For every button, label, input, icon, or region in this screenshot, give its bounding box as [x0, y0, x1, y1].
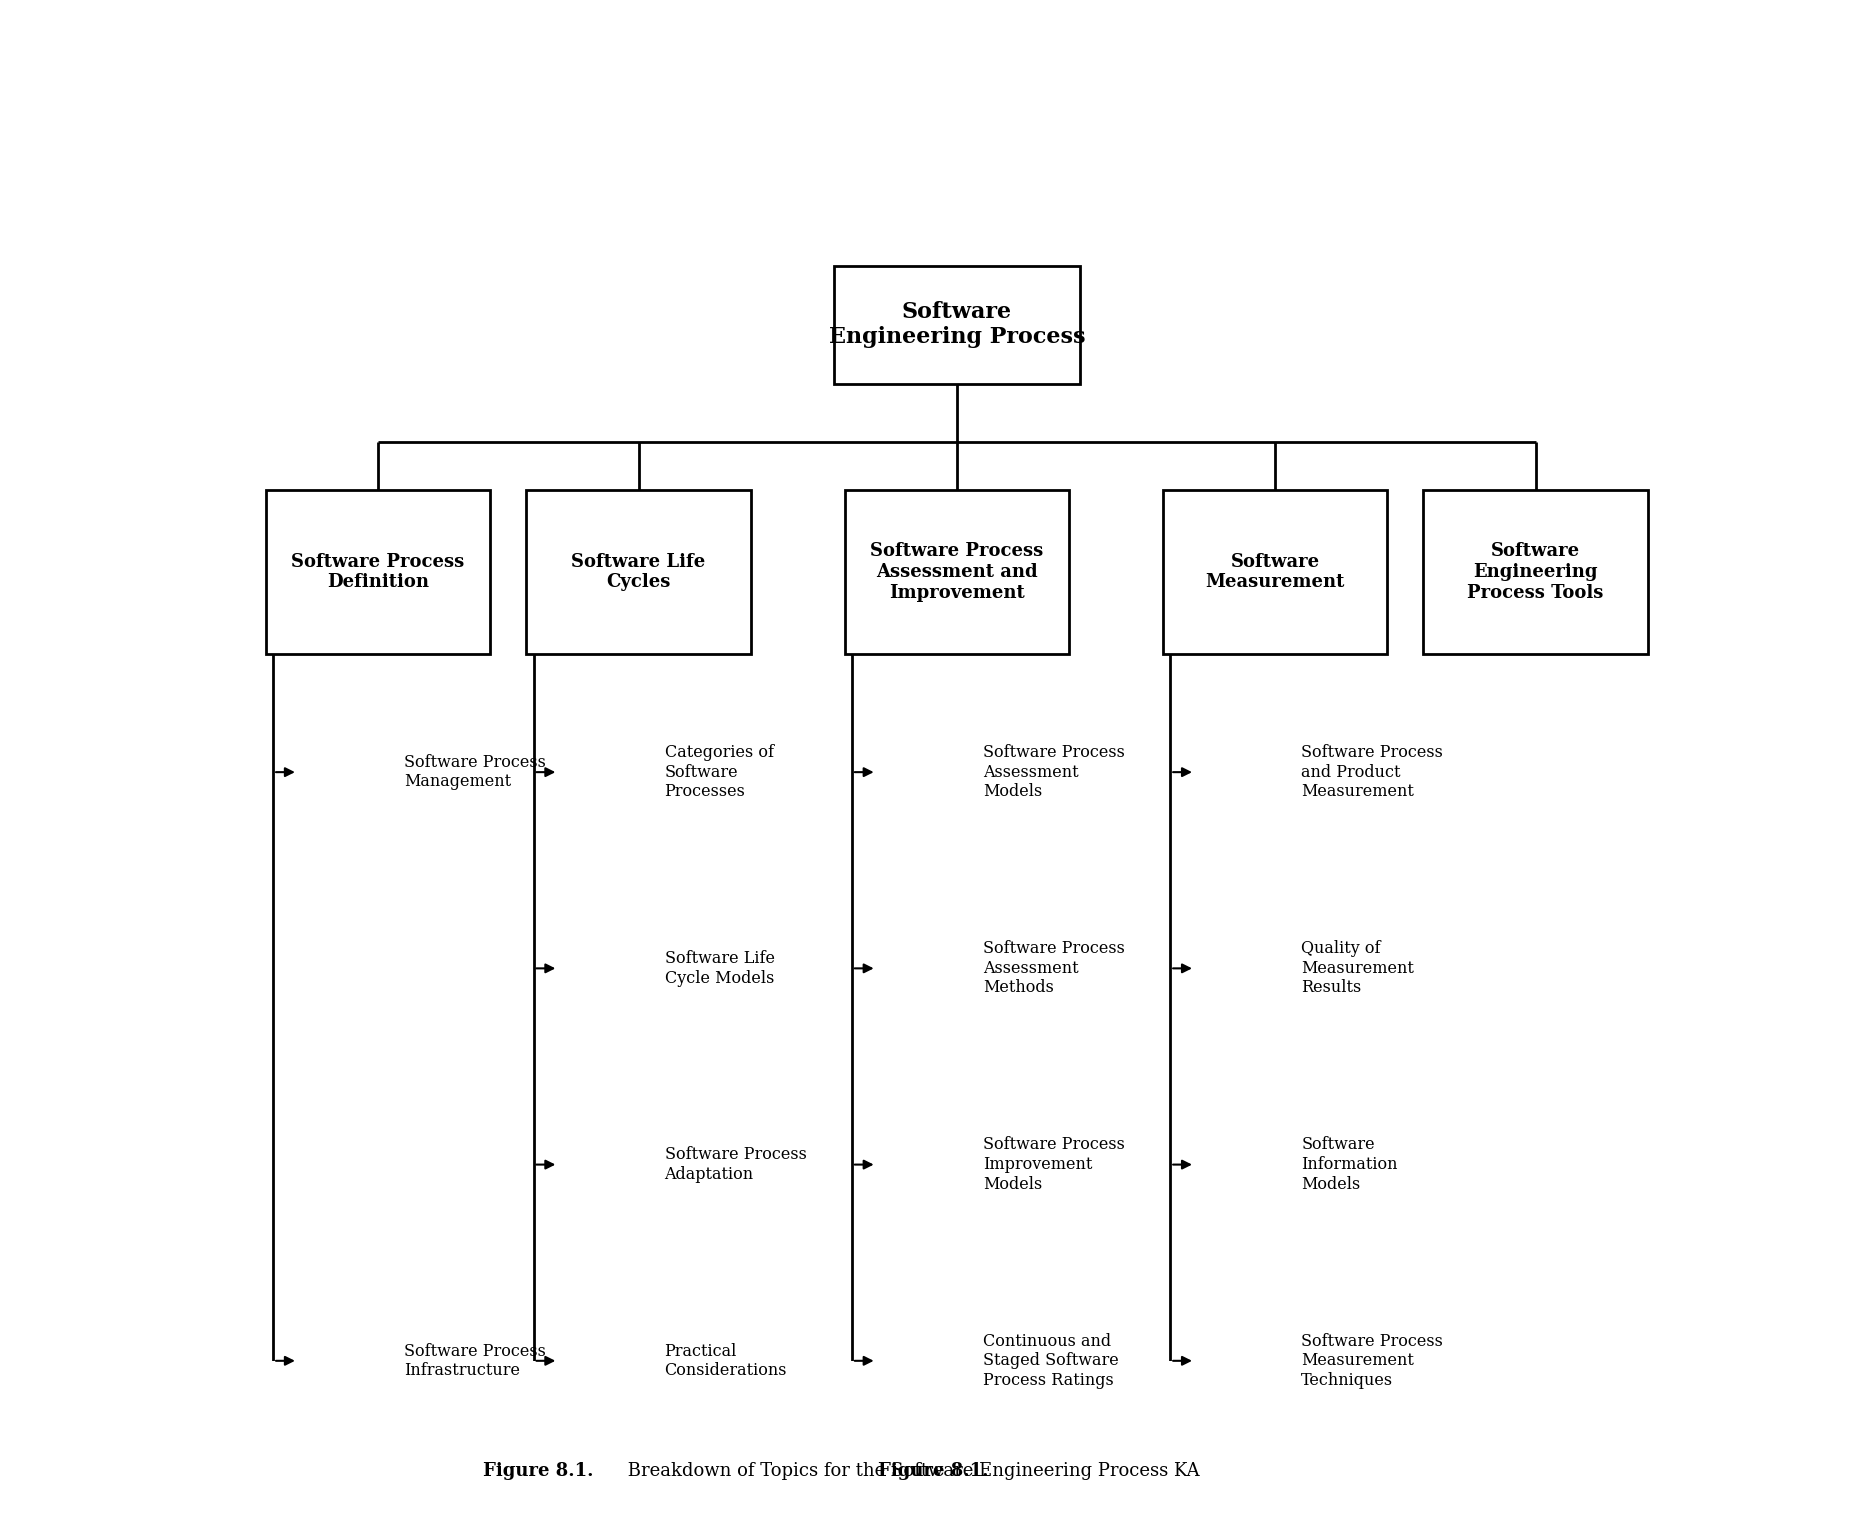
- FancyBboxPatch shape: [1163, 489, 1387, 654]
- Text: Software Life
Cycle Models: Software Life Cycle Models: [665, 950, 775, 986]
- Text: Continuous and
Staged Software
Process Ratings: Continuous and Staged Software Process R…: [982, 1333, 1118, 1388]
- Text: Software Process
Assessment
Models: Software Process Assessment Models: [982, 745, 1124, 800]
- Text: Software Process
Assessment and
Improvement: Software Process Assessment and Improvem…: [870, 543, 1044, 602]
- Text: Categories of
Software
Processes: Categories of Software Processes: [665, 745, 773, 800]
- Text: Software Process
Infrastructure: Software Process Infrastructure: [403, 1342, 545, 1379]
- Text: Software Process
Improvement
Models: Software Process Improvement Models: [982, 1136, 1124, 1193]
- Text: Software
Measurement: Software Measurement: [1206, 552, 1344, 592]
- Text: Software
Engineering
Process Tools: Software Engineering Process Tools: [1467, 543, 1604, 602]
- Text: Software Process
Adaptation: Software Process Adaptation: [665, 1147, 807, 1183]
- FancyBboxPatch shape: [526, 489, 751, 654]
- FancyBboxPatch shape: [1423, 489, 1649, 654]
- Text: Software Process
Measurement
Techniques: Software Process Measurement Techniques: [1301, 1333, 1443, 1388]
- Text: Practical
Considerations: Practical Considerations: [665, 1342, 788, 1379]
- FancyBboxPatch shape: [835, 266, 1079, 384]
- Text: Software
Information
Models: Software Information Models: [1301, 1136, 1398, 1193]
- Text: Figure 8.1.: Figure 8.1.: [484, 1462, 594, 1480]
- Text: Software Process
Management: Software Process Management: [403, 754, 545, 790]
- Text: Software
Engineering Process: Software Engineering Process: [829, 301, 1085, 349]
- FancyBboxPatch shape: [844, 489, 1070, 654]
- Text: Software Life
Cycles: Software Life Cycles: [571, 552, 706, 592]
- Text: Figure 8.1. Breakdown of Topics for the Software Engineering Process KA: Figure 8.1. Breakdown of Topics for the …: [594, 1462, 1273, 1480]
- Text: Software Process
Assessment
Methods: Software Process Assessment Methods: [982, 940, 1124, 997]
- FancyBboxPatch shape: [265, 489, 491, 654]
- Text: Software Process
Definition: Software Process Definition: [291, 552, 465, 592]
- Text: Software Process
and Product
Measurement: Software Process and Product Measurement: [1301, 745, 1443, 800]
- Text: Figure 8.1.: Figure 8.1.: [877, 1462, 990, 1480]
- Text: Breakdown of Topics for the Software Engineering Process KA: Breakdown of Topics for the Software Eng…: [622, 1462, 1200, 1480]
- Text: Quality of
Measurement
Results: Quality of Measurement Results: [1301, 940, 1413, 997]
